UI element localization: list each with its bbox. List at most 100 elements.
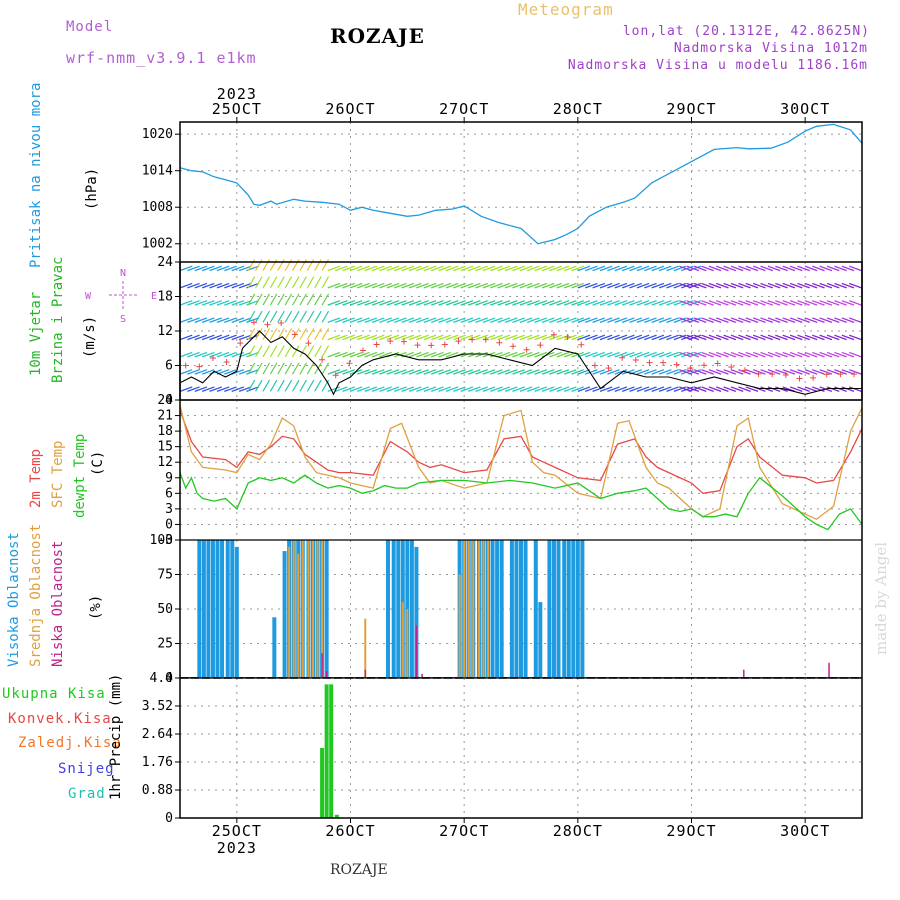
wind-arrow — [775, 386, 788, 392]
wind-arrow — [826, 351, 840, 358]
wind-arrow — [812, 317, 825, 323]
wind-arrow — [394, 282, 407, 289]
wind-arrow — [327, 282, 341, 289]
wind-arrow — [306, 379, 315, 392]
wind-arrow — [614, 300, 628, 306]
wind-arrow — [423, 300, 437, 306]
wind-arrow — [262, 362, 270, 375]
wind-arrow — [475, 265, 488, 272]
wind-arrow — [716, 265, 729, 272]
wind-arrow — [475, 369, 488, 375]
wind-arrow — [701, 334, 714, 341]
wind-arrow — [269, 345, 278, 358]
wind-arrow — [686, 351, 700, 358]
wind-arrow — [819, 317, 833, 323]
wind-arrow — [453, 282, 466, 289]
wind-gust-marker — [687, 365, 694, 372]
cloud-high-bar — [206, 540, 211, 678]
wind-arrow — [209, 351, 222, 358]
page-title: ROZAJE — [330, 24, 425, 48]
wind-arrow — [187, 317, 200, 323]
wind-arrow — [364, 386, 378, 392]
wind-arrow — [666, 282, 679, 289]
wind-arrow — [607, 386, 620, 392]
wind-arrow — [527, 369, 540, 375]
wind-arrow — [541, 300, 555, 306]
wind-arrow — [571, 265, 585, 272]
cloud-high-bar — [562, 540, 567, 678]
wind-arrow — [364, 369, 378, 375]
cloud-high-bar — [514, 540, 519, 678]
wind-arrow — [614, 317, 628, 323]
wind-arrow — [364, 334, 378, 341]
wind-arrow — [497, 317, 511, 323]
wind-arrow — [334, 386, 348, 392]
wind-arrow — [585, 300, 598, 306]
wind-arrow — [679, 386, 692, 392]
cloud-mid-bar — [401, 602, 404, 678]
wind-arrow — [408, 351, 422, 358]
wind-arrow — [401, 300, 415, 306]
wind-arrow — [460, 282, 474, 289]
wind-arrow — [216, 282, 230, 289]
wind-arrow — [209, 265, 222, 272]
wind-arrow — [460, 334, 474, 341]
wind-arrow — [482, 386, 496, 392]
wind-arrow — [716, 386, 729, 392]
cloud-mid-bar — [292, 540, 295, 678]
wind-arrow — [541, 334, 555, 341]
wind-arrow — [804, 265, 818, 272]
wind-arrow — [292, 345, 300, 358]
wind-arrow — [482, 369, 496, 375]
wind-arrow — [277, 293, 285, 306]
wind-arrow — [629, 282, 642, 289]
wind-arrow — [723, 282, 737, 289]
pressure-ytick-label: 1014 — [142, 164, 173, 179]
cloud-mid-bar — [364, 618, 367, 678]
wind-arrow — [760, 386, 773, 392]
wind-arrow — [679, 351, 692, 358]
wind-arrow — [194, 282, 208, 289]
wind-arrow — [438, 334, 452, 341]
wind-arrow — [730, 386, 744, 392]
wind-gust-marker — [441, 341, 448, 348]
wind-arrow — [292, 259, 300, 271]
wind-arrow — [644, 265, 657, 272]
wind-arrow — [179, 317, 193, 323]
wind-arrow — [666, 369, 679, 375]
wind-arrow — [693, 334, 707, 341]
wind-arrow — [490, 351, 503, 358]
wind-arrow — [255, 293, 263, 306]
wind-arrow — [534, 317, 548, 323]
wind-arrow — [187, 369, 200, 375]
wind-gust-marker — [782, 371, 789, 378]
wind-arrow — [224, 386, 237, 392]
wind-arrow — [430, 351, 444, 358]
wind-arrow — [438, 265, 452, 272]
wind-arrow — [527, 317, 540, 323]
wind-arrow — [371, 317, 385, 323]
wind-arrow — [179, 369, 193, 375]
cloud-low-bar — [743, 669, 745, 678]
cloud-high-bar — [499, 540, 504, 678]
cloud-mid-bar — [301, 540, 304, 678]
wind-arrow — [299, 328, 307, 340]
wind-arrow — [423, 351, 437, 358]
wind-arrow — [231, 334, 245, 341]
wind-gust-marker — [550, 331, 557, 338]
elevation-label: Nadmorska Visina 1012m — [673, 41, 868, 56]
wind-arrow — [334, 265, 348, 272]
wind-arrow — [629, 317, 642, 323]
wind-arrow — [342, 386, 355, 392]
wind-arrow — [519, 282, 533, 289]
precip-snow-label: Snijeg — [58, 761, 115, 777]
wind-arrow — [284, 328, 293, 340]
wind-arrow — [255, 259, 263, 271]
wind-arrow — [490, 317, 503, 323]
wind-arrow — [563, 300, 577, 306]
wind-arrow — [490, 265, 503, 272]
wind-gust-marker — [578, 341, 585, 348]
wind-arrow — [255, 379, 263, 392]
wind-arrow — [342, 282, 355, 289]
wind-arrow — [571, 386, 585, 392]
